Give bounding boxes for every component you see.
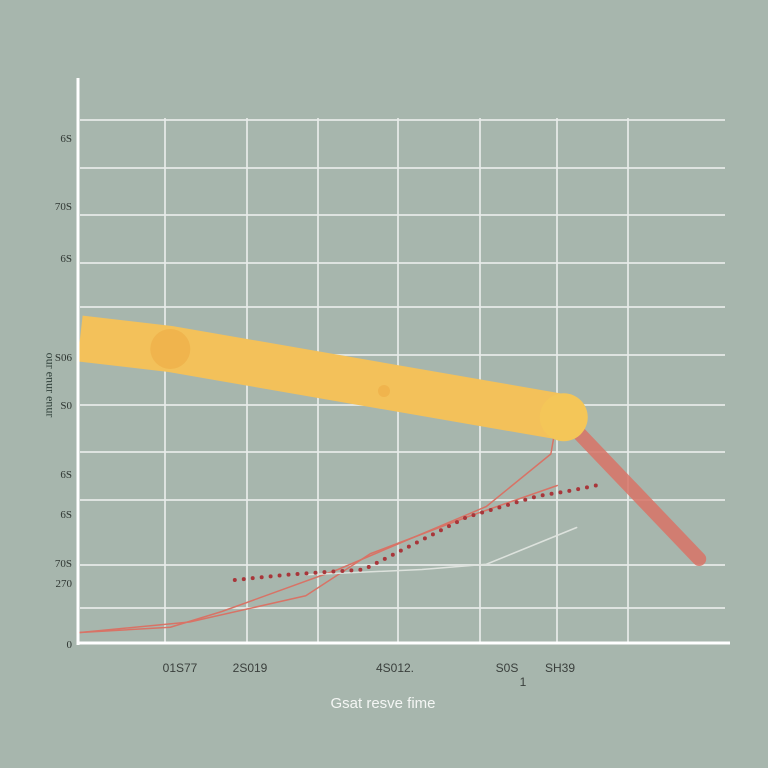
y-tick-label: 6S — [60, 509, 72, 521]
y-tick-label: S0 — [60, 400, 72, 412]
x-tick-label: 01S77 — [163, 661, 198, 675]
y-tick-label: 70S — [55, 201, 72, 213]
y-axis-title: ɹnuǝ ɹnuǝ ɹno — [41, 353, 55, 418]
series-line-5 — [232, 483, 598, 582]
series-line-4 — [305, 526, 578, 576]
y-tick-labels: 6S 70S 6S S06 S0 6S 6S 70S 270 0 — [55, 133, 73, 651]
x-tick-label: S0S — [496, 661, 519, 675]
x-axis-title: Gsat resve fime — [330, 695, 435, 712]
x-tick-label: 4S012. — [376, 661, 414, 675]
y-tick-label: 270 — [56, 578, 73, 590]
x-tick-label: SH39 — [545, 661, 575, 675]
x-tick-label: 2S019 — [233, 661, 268, 675]
marker-point — [539, 393, 588, 442]
x-tick-label: 1 — [520, 675, 527, 689]
y-tick-label: 0 — [67, 639, 73, 651]
y-tick-label: 6S — [60, 469, 72, 481]
y-tick-label: 6S — [60, 133, 72, 145]
y-tick-label: 6S — [60, 253, 72, 265]
axes — [76, 78, 730, 645]
series-layer — [77, 315, 707, 634]
y-tick-label: 70S — [55, 558, 72, 570]
series-line-2 — [79, 416, 559, 634]
marker-point — [150, 329, 191, 369]
marker-point — [378, 385, 390, 397]
y-tick-label: S06 — [55, 352, 73, 364]
series-line-1 — [556, 410, 707, 566]
